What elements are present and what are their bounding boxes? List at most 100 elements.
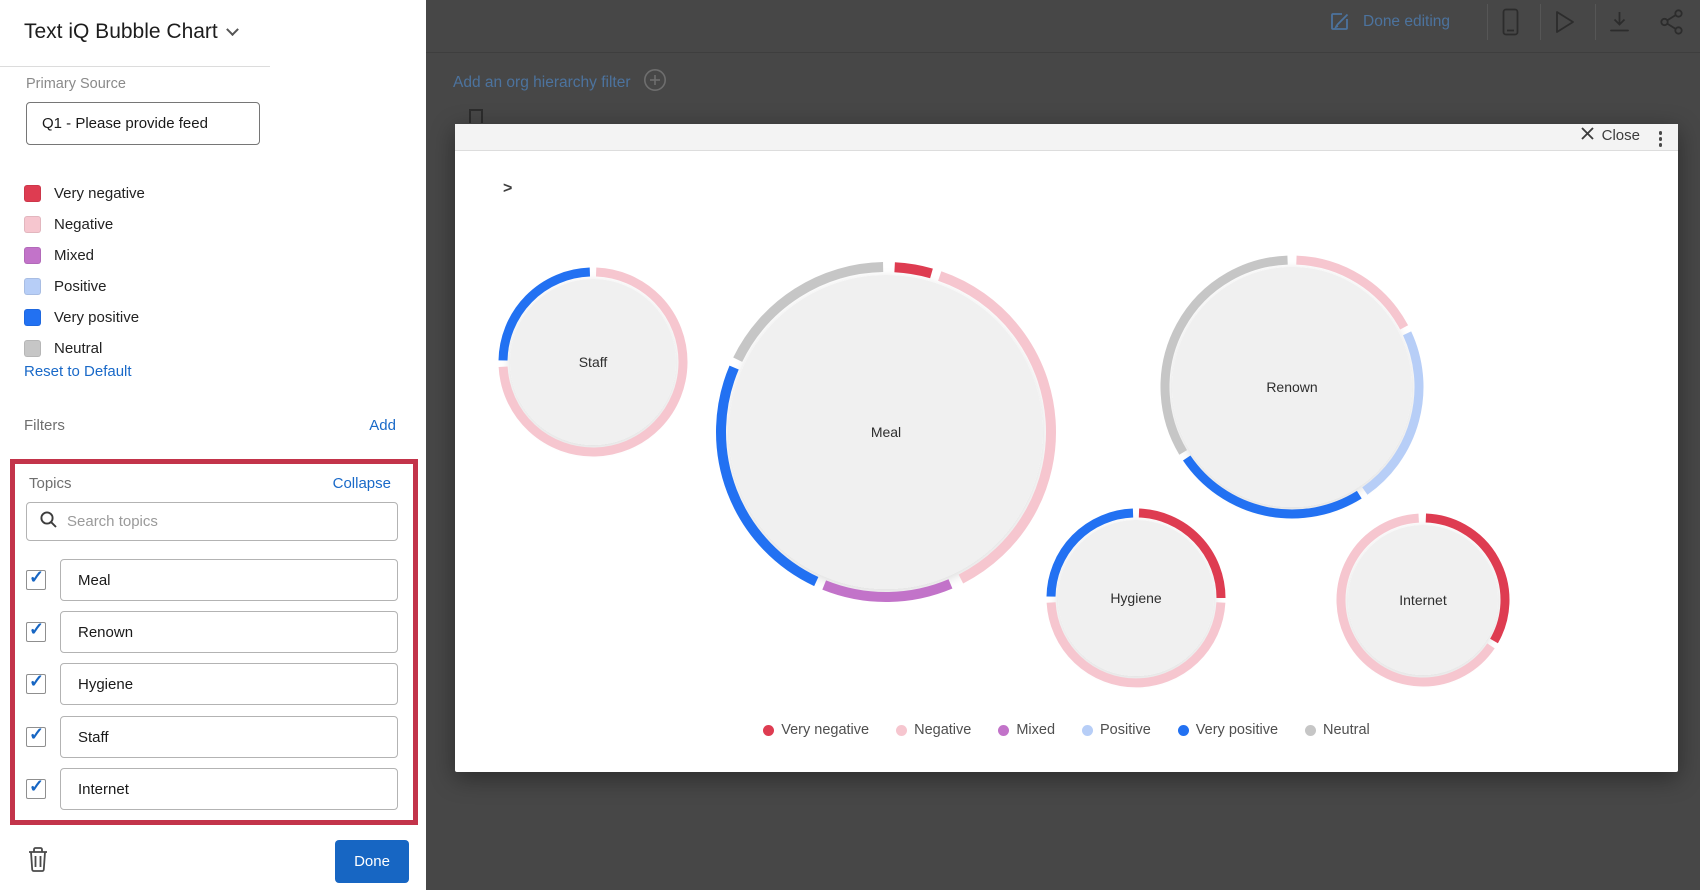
kebab-menu-icon[interactable] (1655, 129, 1667, 149)
topic-row: ✓ Hygiene (26, 663, 408, 705)
topic-row: ✓ Renown (26, 611, 408, 653)
bubble-staff[interactable]: Staff (498, 267, 688, 457)
add-filter-link[interactable]: Add (369, 417, 396, 434)
mobile-preview-icon[interactable] (1502, 8, 1519, 36)
ring-segment-very-negative[interactable] (1425, 513, 1510, 644)
ring-segment-mixed[interactable] (822, 579, 953, 602)
bubble-label: Internet (1399, 592, 1447, 608)
color-swatch[interactable] (24, 216, 41, 233)
legend-item: Very positive (1177, 722, 1278, 738)
sentiment-legend: Very negative Negative Mixed Positive Very p… (455, 722, 1678, 738)
primary-source-select[interactable]: Q1 - Please provide feed (26, 102, 260, 145)
legend-dot-icon (763, 724, 775, 736)
toolbar-divider (426, 52, 1700, 53)
topic-name-field[interactable]: Renown (60, 611, 398, 653)
topics-filter-annotated-box: Topics Collapse ✓ Meal ✓ Renown ✓ Hygiene ✓ Sta… (10, 459, 418, 825)
bubble-body[interactable] (1058, 520, 1214, 676)
play-icon[interactable] (1553, 9, 1577, 35)
search-input[interactable] (67, 513, 367, 530)
bubble-body[interactable] (1172, 267, 1412, 507)
ring-segment-very-positive[interactable] (498, 267, 591, 361)
bubble-renown[interactable]: Renown (1160, 255, 1424, 519)
topic-checkbox[interactable]: ✓ (26, 671, 46, 694)
sentiment-color-row[interactable]: Mixed (24, 240, 145, 271)
ring-segment-neutral[interactable] (1160, 255, 1288, 455)
ring-segment-negative[interactable] (498, 267, 688, 457)
add-org-hierarchy-filter-button[interactable]: Add an org hierarchy filter (453, 68, 667, 97)
ring-segment-very-positive[interactable] (1182, 455, 1362, 519)
ring-segment-negative[interactable] (1046, 602, 1226, 688)
legend-item: Negative (896, 722, 971, 738)
modal-header: Close (455, 124, 1678, 151)
topics-header: Topics (29, 475, 72, 492)
primary-source-label: Primary Source (26, 76, 126, 92)
bubble-chart-svg: Staff Meal Renown Hygiene Internet (498, 255, 1510, 688)
topic-checkbox[interactable]: ✓ (26, 724, 46, 747)
topic-checkbox[interactable]: ✓ (26, 776, 46, 799)
topic-search-box[interactable] (26, 502, 398, 541)
color-swatch[interactable] (24, 185, 41, 202)
download-icon[interactable] (1607, 9, 1632, 35)
legend-dot-icon (1082, 724, 1094, 736)
done-editing-button[interactable]: Done editing (1328, 10, 1450, 34)
ring-segment-positive[interactable] (1362, 331, 1424, 495)
sentiment-color-row[interactable]: Neutral (24, 333, 145, 364)
topic-name-field[interactable]: Staff (60, 716, 398, 758)
collapse-link[interactable]: Collapse (332, 475, 391, 492)
sentiment-color-row[interactable]: Very positive (24, 302, 145, 333)
close-button[interactable]: Close (1580, 127, 1640, 144)
topic-checkbox[interactable]: ✓ (26, 567, 46, 590)
share-icon[interactable] (1657, 7, 1687, 37)
legend-label: Positive (1100, 722, 1151, 738)
bubble-body[interactable] (510, 279, 676, 445)
ring-segment-very-positive[interactable] (716, 365, 819, 587)
bubble-label: Hygiene (1110, 590, 1162, 606)
legend-dot-icon (998, 724, 1010, 736)
bubble-label: Meal (871, 424, 901, 440)
sentiment-label: Neutral (54, 340, 103, 357)
bubble-body[interactable] (729, 275, 1043, 589)
page-title: Text iQ Bubble Chart (24, 20, 218, 43)
bubble-internet[interactable]: Internet (1336, 513, 1510, 687)
topic-name-field[interactable]: Internet (60, 768, 398, 810)
legend-dot-icon (1305, 724, 1317, 736)
trash-icon[interactable] (26, 845, 50, 878)
reset-to-default-link[interactable]: Reset to Default (24, 363, 132, 380)
filters-label: Filters (24, 417, 65, 434)
sentiment-label: Mixed (54, 247, 95, 264)
ring-segment-very-negative[interactable] (894, 262, 933, 279)
legend-label: Negative (914, 722, 972, 738)
sentiment-color-row[interactable]: Negative (24, 209, 145, 240)
bubble-body[interactable] (1348, 525, 1498, 675)
ring-segment-negative[interactable] (1336, 513, 1495, 687)
legend-item: Neutral (1305, 722, 1370, 738)
topic-checkbox[interactable]: ✓ (26, 619, 46, 642)
topic-name-field[interactable]: Hygiene (60, 663, 398, 705)
search-icon (39, 510, 58, 534)
color-swatch[interactable] (24, 340, 41, 357)
done-button[interactable]: Done (335, 840, 409, 883)
ring-segment-very-negative[interactable] (1138, 508, 1226, 599)
widget-title-dropdown[interactable]: Text iQ Bubble Chart (24, 20, 239, 44)
ring-segment-negative[interactable] (1296, 255, 1409, 330)
sentiment-color-row[interactable]: Positive (24, 271, 145, 302)
sentiment-color-row[interactable]: Very negative (24, 178, 145, 209)
ring-segment-very-positive[interactable] (1046, 508, 1134, 597)
ring-segment-negative[interactable] (938, 271, 1056, 584)
bubble-hygiene[interactable]: Hygiene (1046, 508, 1226, 688)
config-sidebar: Text iQ Bubble Chart Primary Source Q1 -… (0, 0, 426, 890)
legend-dot-icon (1177, 724, 1189, 736)
color-swatch[interactable] (24, 309, 41, 326)
legend-label: Neutral (1323, 722, 1370, 738)
ring-segment-neutral[interactable] (733, 262, 884, 362)
color-swatch[interactable] (24, 247, 41, 264)
bubble-meal[interactable]: Meal (716, 262, 1056, 602)
color-swatch[interactable] (24, 278, 41, 295)
plus-circle-icon (643, 68, 667, 97)
toolbar-separator (1487, 4, 1488, 40)
chevron-down-icon (225, 22, 239, 36)
legend-item: Positive (1082, 722, 1151, 738)
topic-name-field[interactable]: Meal (60, 559, 398, 601)
collapse-panel-chevron[interactable]: > (503, 180, 513, 197)
